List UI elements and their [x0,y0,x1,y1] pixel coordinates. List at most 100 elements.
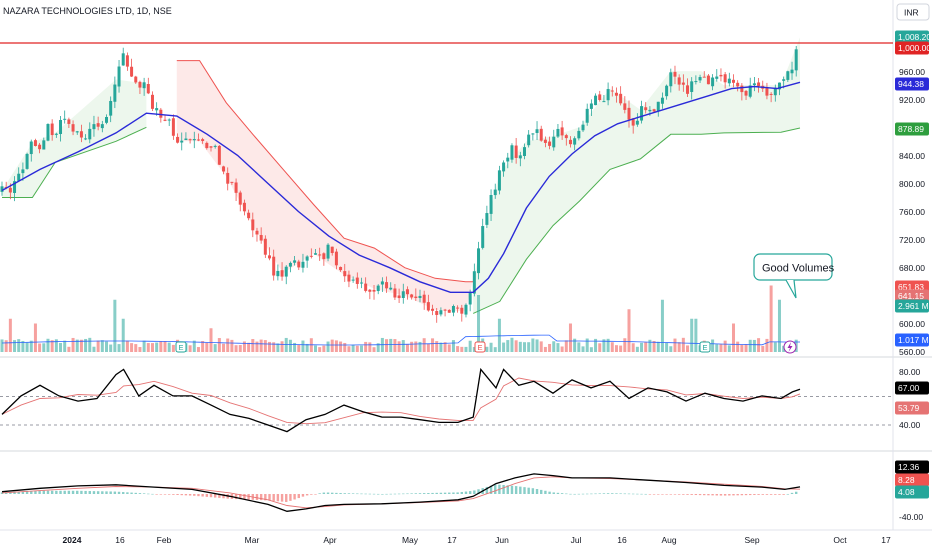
candle [548,141,552,146]
macd-histogram-bar [535,489,539,494]
macd-badge-bg [895,485,929,499]
candle [748,85,752,97]
candle [380,281,384,285]
macd-histogram-bar [50,490,54,494]
macd-histogram-bar [577,493,581,495]
macd-histogram-bar [285,494,288,502]
macd-histogram-bar [377,493,380,495]
macd-histogram-bar [489,485,493,494]
volume-bar [196,347,200,352]
lightning-marker[interactable] [783,340,797,354]
macd-histogram-bar [673,494,677,495]
candle [577,130,581,139]
annotation-callout[interactable]: Good Volumes [753,253,835,299]
macd-histogram-bar [552,492,555,494]
candle [38,144,42,150]
macd-histogram-bar [385,493,388,495]
volume-bar [134,344,138,352]
candle [8,187,12,193]
volume-bar [577,342,581,352]
candle [347,274,351,282]
currency-button[interactable] [896,3,930,21]
macd-badge: 4.08 [898,487,915,497]
macd-histogram-bar [786,493,790,495]
time-tick-label: May [402,535,419,545]
volume-bar [67,346,71,352]
volume-bar [652,340,656,352]
volume-bar [451,340,455,352]
volume-bar [46,338,50,352]
candle [497,170,501,191]
macd-histogram-bar [611,493,614,494]
macd-histogram-bar [126,492,129,494]
macd-histogram-bar [280,494,284,502]
candle [79,131,83,138]
macd-histogram-bar [368,493,372,495]
macd-histogram-bar [439,492,443,494]
svg-text:E: E [703,343,708,352]
volume-bar [255,341,259,352]
volume-bar [322,345,326,352]
macd-histogram-bar [239,494,242,500]
candle [242,202,246,212]
price-badge: 1.017 M [898,335,929,345]
price-badge-bg [895,333,929,347]
volume-bar [523,342,526,352]
earnings-marker[interactable]: E [175,341,187,353]
rsi-badge-bg [895,381,929,395]
macd-histogram-bar [331,492,334,494]
volume-bar [251,339,255,352]
macd-histogram-bar [88,491,91,494]
macd-histogram-bar [715,494,718,496]
volume-bar [397,341,401,352]
time-tick-label: 16 [115,535,125,545]
volume-bar [288,339,292,352]
volume-bar [589,347,593,352]
candle [63,118,67,120]
volume-bar [50,340,54,352]
macd-histogram-bar [431,492,434,494]
volume-bar [635,346,639,352]
macd-histogram-bar [255,494,259,500]
macd-histogram-bar [761,494,764,495]
chart-title: NAZARA TECHNOLOGIES LTD, 1D, NSE [3,6,172,16]
volume-bar [401,340,405,352]
volume-bar [711,339,715,352]
macd-histogram-bar [92,491,96,494]
candle [782,79,786,81]
volume-bar [740,344,744,352]
macd-histogram-bar [506,485,509,494]
volume-bar [205,342,209,352]
macd-histogram-bar [347,493,351,494]
macd-histogram-bar [122,492,125,494]
candle [247,212,251,219]
earnings-marker[interactable]: E [474,341,486,353]
candle [635,120,639,125]
macd-histogram-bar [631,493,635,495]
macd-histogram-bar [569,493,572,495]
candle [794,49,798,71]
macd-histogram-bar [682,494,685,495]
volume-bar [238,345,242,352]
macd-histogram-bar [305,494,309,496]
macd-line [1,473,801,512]
candle [614,92,618,96]
candle [527,134,531,146]
volume-bar [727,345,731,352]
volume-bar [539,341,543,352]
volume-bar [619,345,623,352]
earnings-marker[interactable]: E [699,341,711,353]
candle [222,166,226,172]
candle [339,266,343,271]
volume-bar [564,340,568,352]
time-tick-label: Oct [833,535,847,545]
volume-bar [113,299,117,352]
volume-bar [96,340,100,352]
volume-bar [418,341,422,352]
candle [0,186,4,192]
macd-histogram-bar [652,494,656,495]
volume-bar [531,338,535,352]
volume-bar [665,342,669,352]
volume-bar [719,344,723,352]
